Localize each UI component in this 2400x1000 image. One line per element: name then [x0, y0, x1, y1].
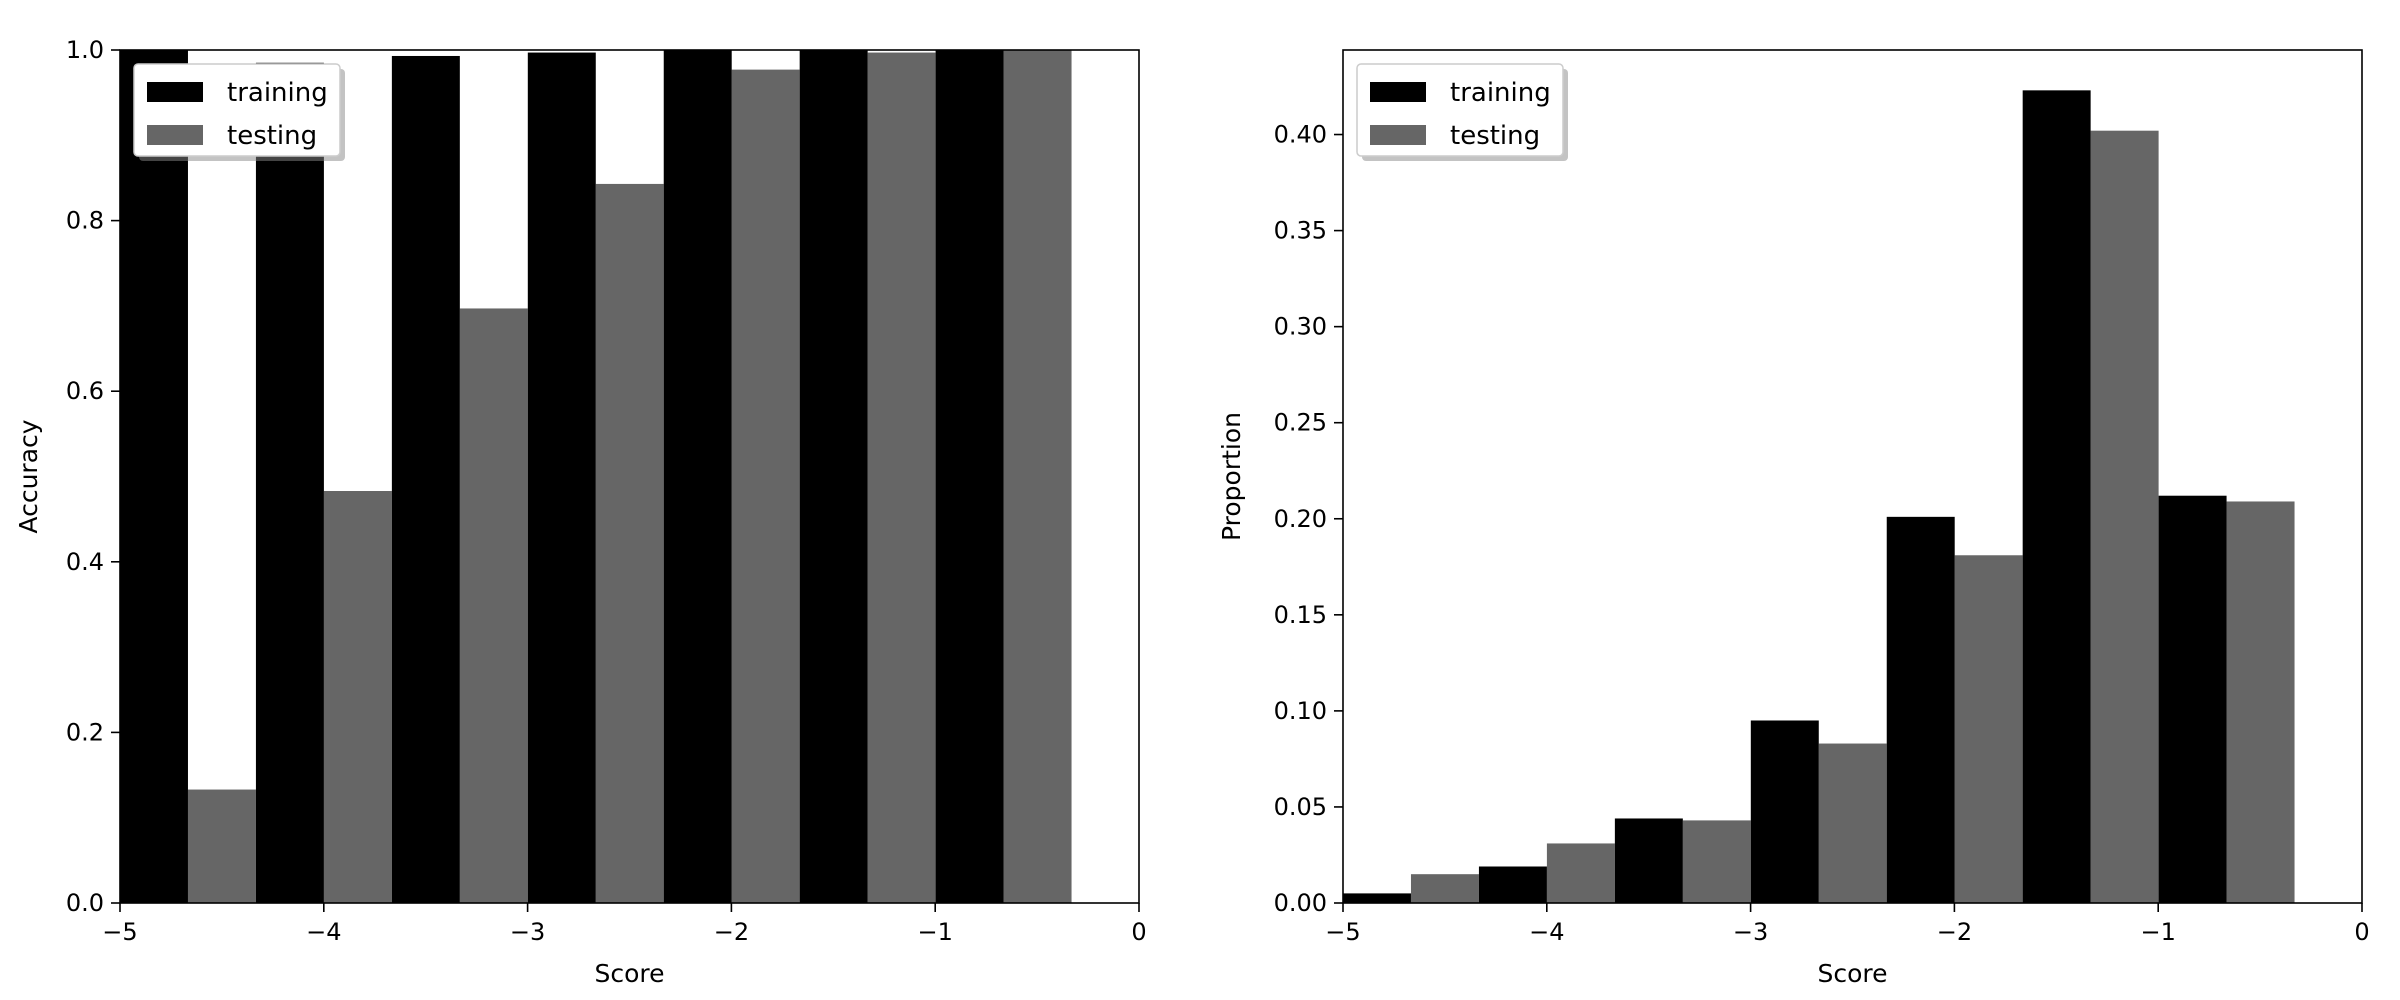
- y-tick-label: 0.40: [1274, 121, 1327, 149]
- x-tick-label: −4: [306, 918, 341, 946]
- x-axis-label: Score: [1817, 959, 1887, 988]
- y-tick-label: 0.35: [1274, 217, 1327, 245]
- x-tick-label: −5: [102, 918, 137, 946]
- bar-training-4: [663, 50, 732, 903]
- bar-testing-7: [1003, 50, 1072, 903]
- bar-testing-1: [1410, 874, 1479, 903]
- bar-training-1: [255, 62, 324, 903]
- legend-swatch-training: [147, 82, 203, 102]
- x-axis-label: Score: [594, 959, 664, 988]
- bar-testing-4: [1818, 743, 1887, 903]
- bar-training-3: [527, 52, 596, 903]
- bar-training-0: [1343, 893, 1411, 903]
- bar-testing-4: [595, 183, 664, 903]
- y-tick-label: 0.10: [1274, 697, 1327, 725]
- legend: training testing: [1356, 63, 1568, 161]
- bar-testing-6: [867, 52, 936, 903]
- bars-group: [120, 50, 1072, 903]
- y-tick-label: 0.25: [1274, 409, 1327, 437]
- bar-testing-1: [187, 789, 256, 903]
- bar-testing-5: [1954, 555, 2023, 903]
- bar-testing-7: [2226, 501, 2295, 903]
- y-tick-label: 0.20: [1274, 505, 1327, 533]
- y-axis-label: Proportion: [1217, 412, 1246, 541]
- legend-label-testing: testing: [1450, 121, 1540, 151]
- y-axis-label: Accuracy: [14, 419, 43, 533]
- axes-frame: [119, 49, 1140, 904]
- y-tick-label: 0.8: [66, 207, 104, 235]
- bar-training-3: [1750, 720, 1819, 903]
- y-tick-label: 0.6: [66, 377, 104, 405]
- axes-frame: [1342, 49, 2363, 904]
- x-tick-label: −1: [2141, 918, 2176, 946]
- legend-label-training: training: [227, 78, 328, 108]
- legend: training testing: [133, 63, 345, 161]
- legend-label-training: training: [1450, 78, 1551, 108]
- bars-group: [1343, 90, 2295, 903]
- bar-testing-5: [731, 69, 800, 903]
- y-tick-label: 0.05: [1274, 793, 1327, 821]
- y-tick-label: 0.00: [1274, 889, 1327, 917]
- y-tick-label: 1.0: [66, 36, 104, 64]
- x-tick-label: −4: [1529, 918, 1564, 946]
- bar-training-4: [1886, 516, 1955, 903]
- x-tick-label: −5: [1325, 918, 1360, 946]
- legend-label-testing: testing: [227, 121, 317, 151]
- bar-testing-2: [323, 491, 392, 903]
- legend-swatch-testing: [147, 125, 203, 145]
- bar-testing-3: [1682, 820, 1751, 903]
- x-tick-label: −3: [1733, 918, 1768, 946]
- bar-training-2: [391, 55, 460, 903]
- x-tick-label: 0: [2354, 918, 2369, 946]
- bar-training-0: [120, 50, 188, 903]
- bar-training-6: [2158, 495, 2227, 903]
- y-tick-label: 0.4: [66, 548, 104, 576]
- x-tick-label: 0: [1131, 918, 1146, 946]
- proportion-panel: −5 −4 −3 −2 −1 0 0.00 0.05 0.10 0.15 0.20 0.25 0.30 0…: [1217, 49, 2370, 988]
- y-tick-label: 0.30: [1274, 313, 1327, 341]
- bar-testing-3: [459, 308, 528, 903]
- x-tick-label: −1: [918, 918, 953, 946]
- y-tick-label: 0.2: [66, 718, 104, 746]
- legend-swatch-testing: [1370, 125, 1426, 145]
- accuracy-panel: −5 −4 −3 −2 −1 0 0.0 0.2 0.4 0.6 0.8 1.0 Score Accura…: [14, 36, 1147, 988]
- y-tick-label: 0.15: [1274, 601, 1327, 629]
- y-tick-label: 0.0: [66, 889, 104, 917]
- bar-testing-2: [1546, 843, 1615, 903]
- x-tick-label: −2: [1937, 918, 1972, 946]
- x-tick-label: −3: [510, 918, 545, 946]
- bar-testing-6: [2090, 130, 2159, 903]
- bar-training-5: [2022, 90, 2091, 903]
- bar-training-1: [1478, 866, 1547, 903]
- x-tick-label: −2: [714, 918, 749, 946]
- bar-training-5: [799, 50, 868, 903]
- bar-training-6: [935, 50, 1004, 903]
- legend-swatch-training: [1370, 82, 1426, 102]
- bar-training-2: [1614, 818, 1683, 903]
